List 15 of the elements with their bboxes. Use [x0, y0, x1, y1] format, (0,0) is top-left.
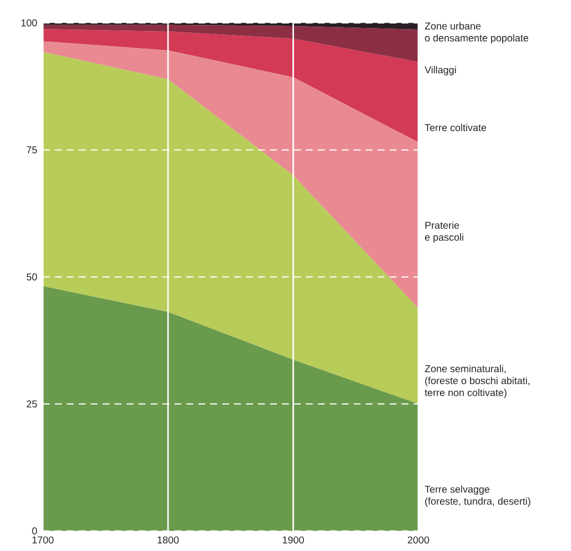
- series-label: Zone seminaturali, (foreste o boschi abitati, terre non coltivate): [424, 364, 530, 398]
- series-label: Villaggi: [424, 66, 456, 76]
- y-tick-label: 75: [26, 146, 37, 154]
- x-tick-label: 1900: [282, 536, 304, 544]
- x-tick-label: 2000: [408, 536, 430, 544]
- series-label: Praterie e pascoli: [424, 222, 464, 243]
- series-label: Terre coltivate: [424, 124, 486, 132]
- series-label: Zone urbane o densamente popolate: [424, 22, 528, 44]
- y-tick-label: 0: [32, 527, 37, 535]
- x-tick-label: 1700: [32, 536, 54, 544]
- x-tick-label: 1800: [158, 536, 179, 544]
- y-tick-label: 100: [21, 19, 37, 26]
- series-label: Terre selvagge (foreste, tundra, deserti): [424, 486, 530, 507]
- y-tick-label: 25: [26, 400, 37, 408]
- y-tick-label: 50: [26, 273, 37, 281]
